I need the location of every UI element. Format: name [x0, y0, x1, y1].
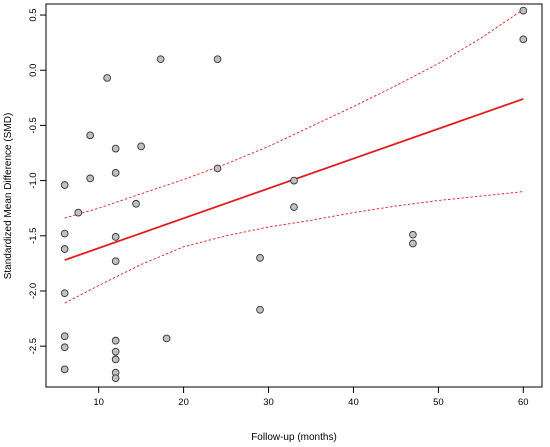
data-point	[256, 305, 264, 314]
data-point	[60, 245, 69, 253]
data-point	[60, 365, 69, 374]
x-tick-label: 50	[433, 397, 444, 408]
data-point	[156, 55, 165, 64]
y-tick-label: -1.5	[28, 228, 39, 244]
data-point	[111, 169, 120, 177]
data-point	[409, 239, 417, 248]
ci-upper-line	[64, 9, 524, 219]
data-point	[60, 289, 69, 298]
y-axis: -2.5 -2.0 -1.5 -1.0 -0.5 0.0 0.5	[28, 8, 46, 354]
data-point	[519, 35, 528, 44]
data-point	[111, 355, 120, 364]
data-point	[111, 233, 120, 241]
data-point	[409, 230, 417, 239]
y-tick-label: 0.0	[28, 64, 39, 77]
data-point	[60, 343, 69, 352]
data-point	[86, 131, 95, 140]
y-tick-label: -2.0	[28, 283, 39, 299]
data-point	[74, 208, 83, 217]
data-point	[162, 334, 171, 343]
data-point	[111, 347, 120, 356]
y-axis-title: Standardized Mean Difference (SMD)	[3, 113, 14, 280]
data-point	[132, 199, 140, 208]
data-point	[290, 176, 298, 185]
data-point	[137, 142, 145, 151]
x-tick-label: 40	[348, 397, 359, 408]
data-point	[256, 254, 264, 262]
y-tick-label: -0.5	[28, 117, 39, 133]
data-point	[60, 332, 69, 341]
x-tick-label: 20	[178, 397, 189, 408]
data-points	[60, 6, 528, 383]
y-tick-label: 0.5	[28, 8, 39, 21]
x-tick-label: 10	[93, 397, 104, 408]
data-point	[290, 203, 298, 211]
x-axis: 10 20 30 40 50 60	[93, 387, 529, 408]
data-point	[86, 174, 95, 183]
ci-lower-line	[64, 191, 524, 304]
x-axis-title: Follow-up (months)	[251, 432, 337, 443]
y-tick-label: -1.0	[28, 172, 39, 188]
data-point	[213, 55, 222, 64]
y-tick-label: -2.5	[28, 338, 39, 354]
data-point	[111, 336, 120, 345]
data-point	[60, 181, 69, 189]
data-point	[111, 374, 120, 383]
data-point	[213, 164, 222, 173]
x-tick-label: 60	[518, 397, 529, 408]
data-point	[60, 229, 69, 238]
data-point	[103, 74, 112, 82]
confidence-band	[64, 9, 524, 304]
x-tick-label: 30	[263, 397, 274, 408]
plot-frame	[45, 3, 543, 388]
data-point	[111, 257, 120, 266]
data-point	[111, 144, 120, 153]
data-point	[519, 6, 528, 15]
